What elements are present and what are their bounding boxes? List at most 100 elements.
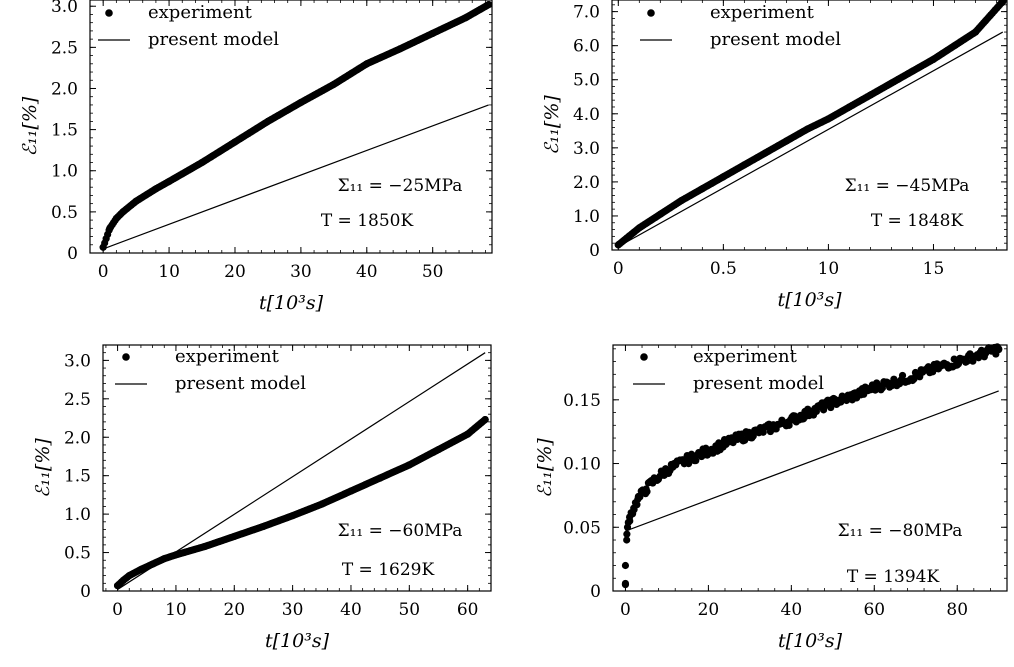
y-tick-label: 0.5 [51,203,78,223]
y-tick-label: 6.0 [573,37,600,57]
legend-marker-experiment [647,9,655,17]
model-line [618,31,1004,248]
legend-label-model: present model [175,373,306,394]
experiment-point [963,357,971,365]
x-tick-label: 20 [224,262,246,282]
experiment-point [633,501,641,509]
x-tick-label: 15 [923,259,945,279]
y-tick-label: 5.0 [573,71,600,91]
x-axis-label: t[10³s] [777,289,842,311]
x-tick-label: 0 [112,600,123,620]
legend-label-model: present model [148,29,279,50]
experiment-point [636,493,644,501]
x-tick-label: 20 [223,600,245,620]
model-line [625,390,999,532]
y-tick-label: 0 [67,244,78,264]
plot-frame [89,0,493,254]
x-axis-label: t[10³s] [259,292,324,314]
x-tick-label: 60 [863,600,885,620]
legend-label-experiment: experiment [175,346,280,367]
x-tick-label: 80 [946,600,968,620]
y-tick-label: 2.5 [51,38,78,58]
y-tick-label: 0 [589,241,600,261]
x-tick-label: 40 [356,262,378,282]
x-tick-label: 20 [698,600,720,620]
experiment-point [626,517,634,525]
x-tick-label: 50 [422,262,444,282]
stress-annotation: Σ₁₁ = −60MPa [338,521,463,541]
y-tick-label: 0.10 [563,455,601,475]
stress-annotation: Σ₁₁ = −80MPa [838,521,963,541]
y-tick-label: 1.5 [51,121,78,141]
model-line [102,104,489,250]
experiment-point [643,488,651,496]
experiment-point [999,0,1007,6]
y-tick-label: 1.0 [51,162,78,182]
temperature-annotation: T = 1850K [321,211,414,231]
x-axis-label: t[10³s] [778,630,843,652]
experiment-point [621,561,630,570]
experiment-point [623,530,631,538]
y-axis-label: ℰ₁₁[%] [32,438,54,498]
temperature-annotation: T = 1629K [342,560,435,580]
legend-label-experiment: experiment [710,2,815,23]
x-tick-label: 30 [282,600,304,620]
x-tick-label: 0 [620,600,631,620]
y-tick-label: 0.15 [563,391,601,411]
y-axis-label: ℰ₁₁[%] [541,95,563,155]
y-tick-label: 0 [590,582,601,602]
temperature-annotation: T = 1848K [871,211,964,231]
y-tick-label: 1.0 [573,207,600,227]
y-tick-label: 3.0 [64,351,91,371]
x-tick-label: 30 [290,262,312,282]
x-tick-label: 60 [457,600,479,620]
experiment-point [950,355,958,363]
x-tick-label: 0.5 [710,259,737,279]
y-tick-label: 0.05 [563,518,601,538]
plot-frame [611,0,1008,251]
legend-label-model: present model [693,373,824,394]
y-tick-label: 3.0 [573,139,600,159]
y-tick-label: 2.0 [51,79,78,99]
experiment-point [621,579,630,588]
experiment-point [485,0,493,9]
y-tick-label: 1.0 [64,505,91,525]
y-tick-label: 4.0 [573,105,600,125]
legend-label-experiment: experiment [693,346,798,367]
y-tick-label: 7.0 [573,3,600,23]
experiment-point [898,371,907,380]
experiment-point [827,403,835,412]
y-tick-label: 2.0 [64,428,91,448]
legend-marker-experiment [105,9,113,17]
legend-label-experiment: experiment [148,2,253,23]
x-tick-label: 10 [165,600,187,620]
legend-label-model: present model [710,29,841,50]
x-tick-label: 10 [818,259,840,279]
y-tick-label: 0 [80,582,91,602]
legend-marker-experiment [122,353,130,361]
x-tick-label: 0 [98,262,109,282]
experiment-point [623,536,631,544]
y-tick-label: 0.5 [64,544,91,564]
x-tick-label: 50 [398,600,420,620]
x-axis-label: t[10³s] [265,630,330,652]
experiment-point [995,346,1003,354]
temperature-annotation: T = 1394K [847,567,940,587]
model-line [117,352,486,590]
y-tick-label: 1.5 [64,467,91,487]
x-tick-label: 40 [781,600,803,620]
x-tick-label: 10 [158,262,180,282]
stress-annotation: Σ₁₁ = −25MPa [338,176,463,196]
legend-marker-experiment [640,353,648,361]
x-tick-label: 0 [613,259,624,279]
experiment-point [692,457,700,465]
experiment-point [749,432,757,440]
experiment-point [785,421,793,429]
experiment-point [481,415,489,424]
y-tick-label: 3.0 [51,0,78,17]
y-tick-label: 2.0 [573,173,600,193]
x-tick-label: 40 [340,600,362,620]
plot-frame [612,344,1008,592]
stress-annotation: Σ₁₁ = −45MPa [845,176,970,196]
